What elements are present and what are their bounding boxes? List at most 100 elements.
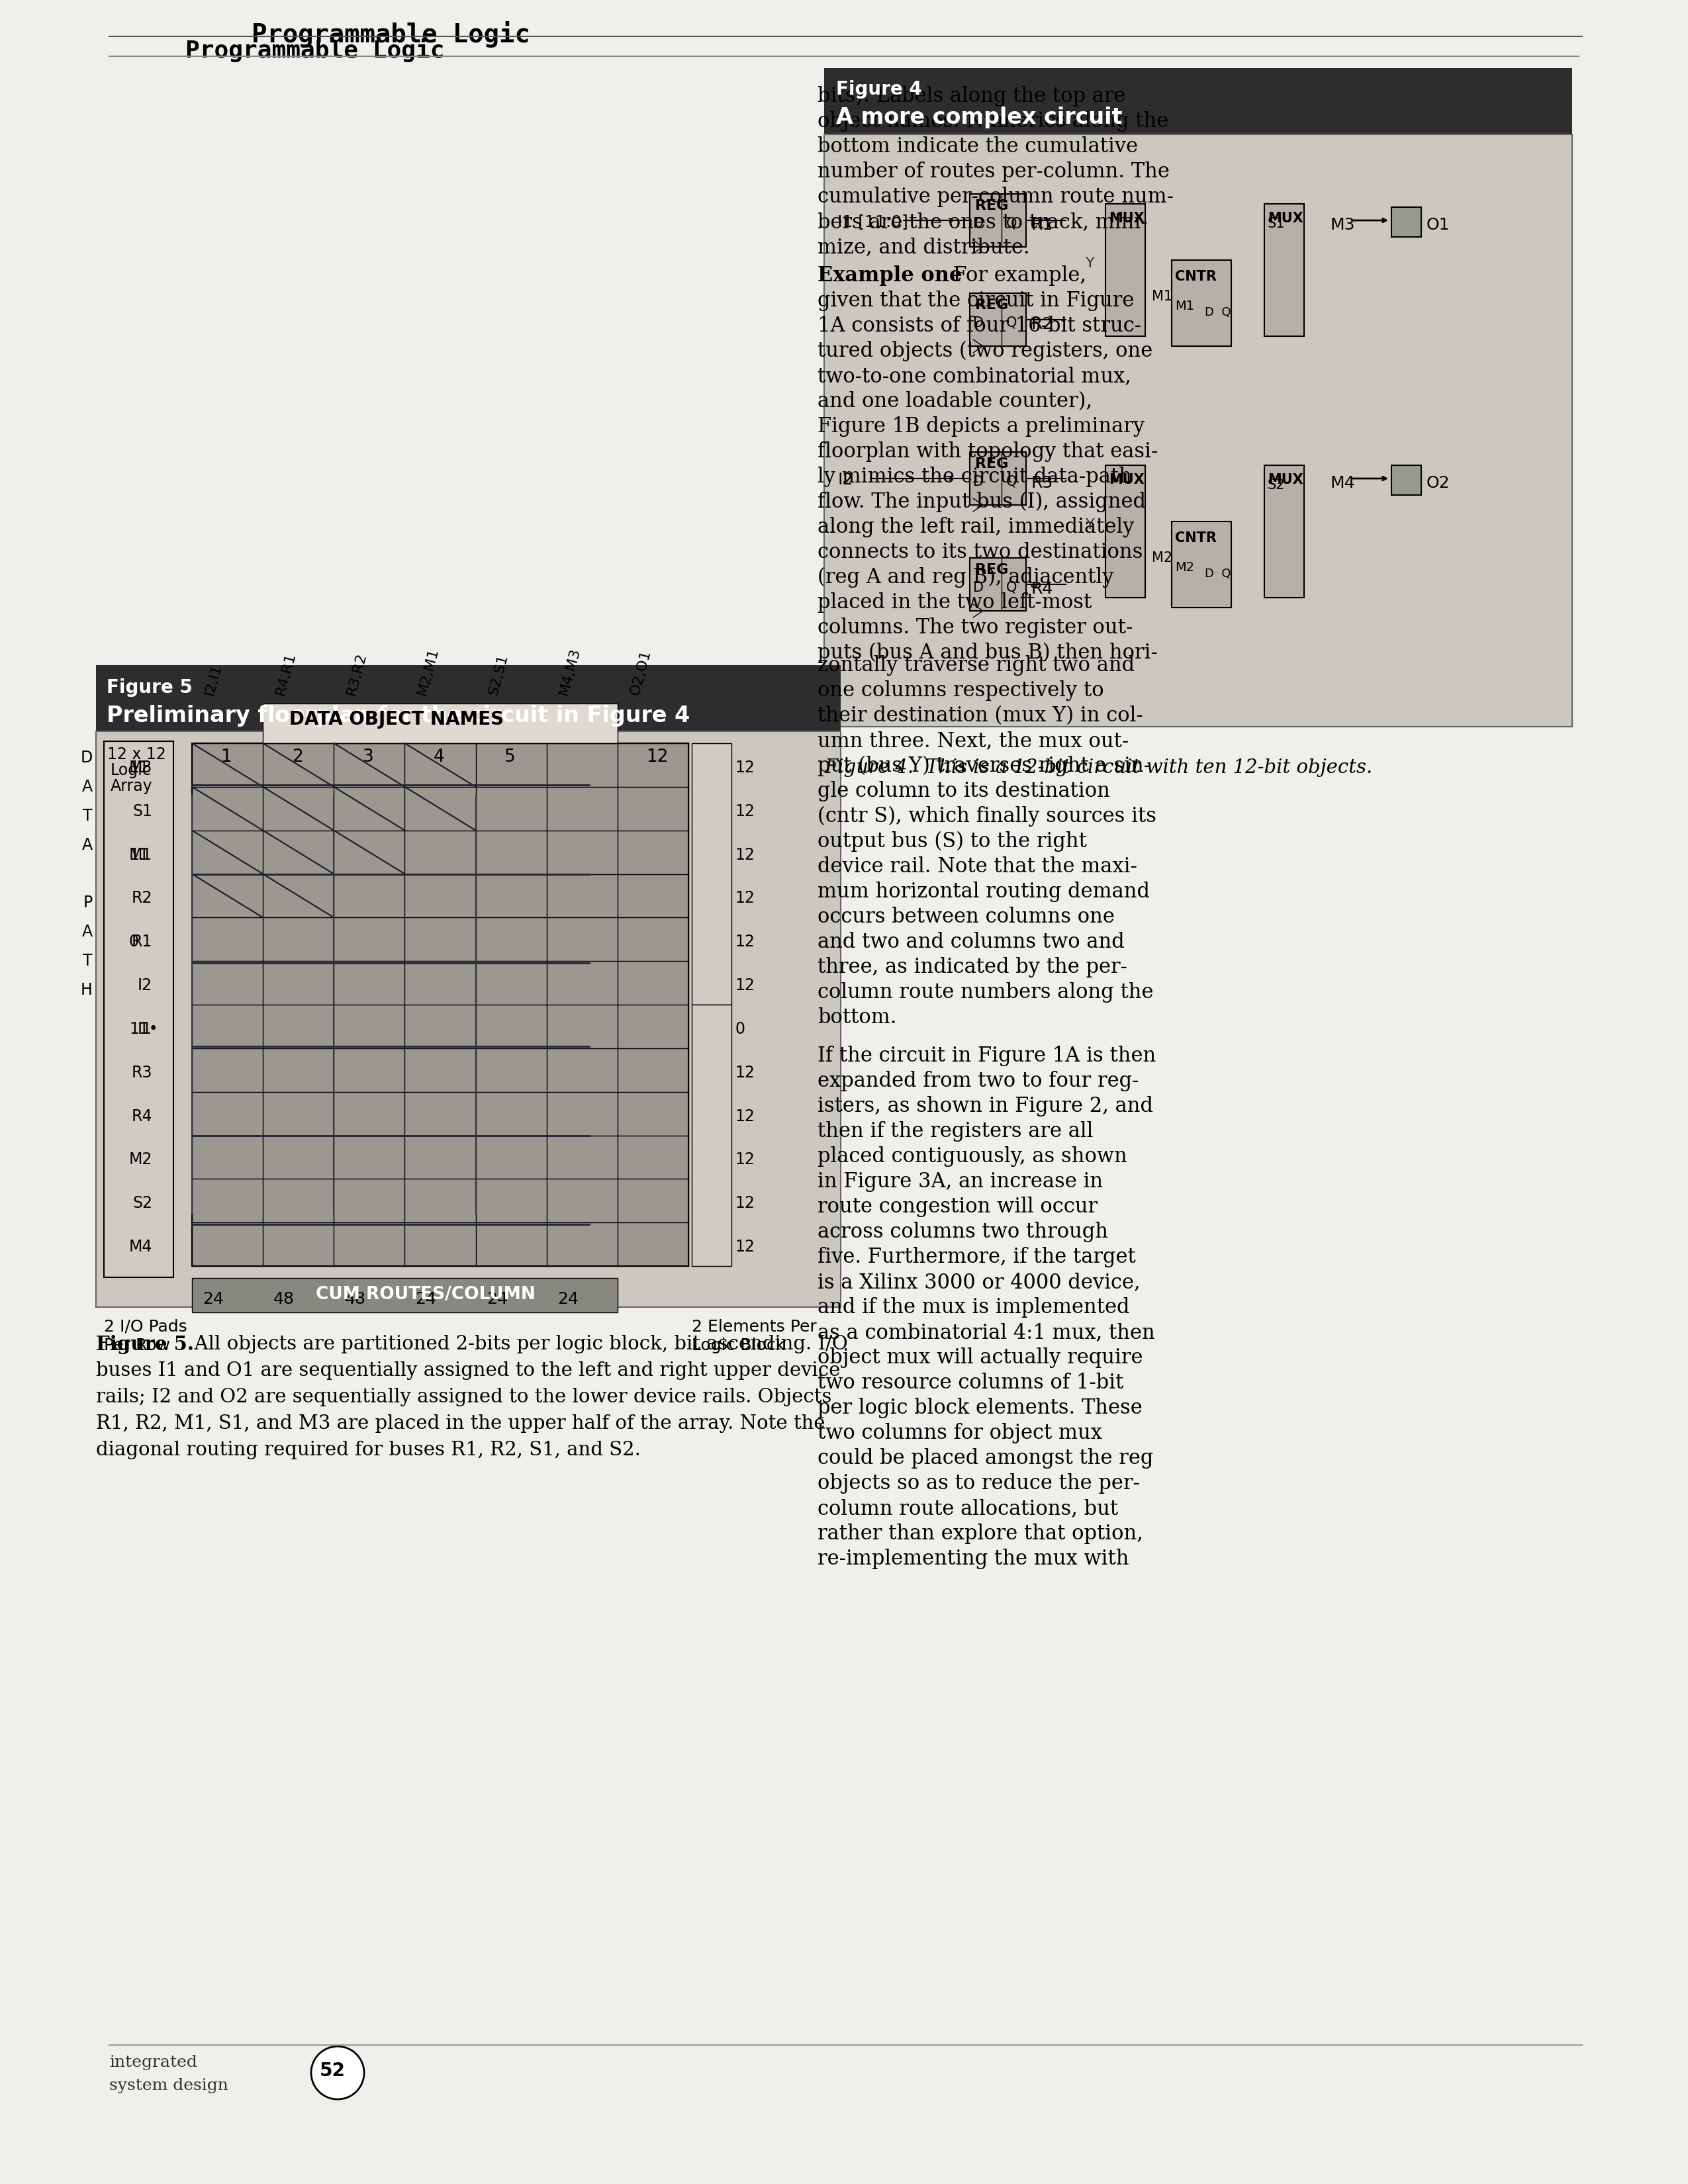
Text: object names. Numerics along the: object names. Numerics along the [817,111,1168,131]
Text: CUM ROUTES/COLUMN: CUM ROUTES/COLUMN [316,1286,535,1304]
Text: All objects are partitioned 2-bits per logic block, bit ascending. I/O: All objects are partitioned 2-bits per l… [182,1334,847,1354]
Text: A more complex circuit: A more complex circuit [836,107,1123,129]
Text: expanded from two to four reg-: expanded from two to four reg- [817,1070,1139,1092]
Text: MUX: MUX [1268,474,1303,487]
Bar [96,732,841,1306]
Text: across columns two through: across columns two through [817,1221,1107,1243]
Text: column route numbers along the: column route numbers along the [817,983,1153,1002]
Text: isters, as shown in Figure 2, and: isters, as shown in Figure 2, and [817,1096,1153,1116]
Text: P: P [83,895,93,911]
Text: along the left rail, immediately: along the left rail, immediately [817,518,1134,537]
Text: 12: 12 [734,1151,755,1168]
Text: (reg A and reg B), adjacently: (reg A and reg B), adjacently [817,568,1114,587]
Text: Figure 1B depicts a preliminary: Figure 1B depicts a preliminary [817,417,1144,437]
Text: system design: system design [110,2079,228,2092]
Text: 12: 12 [734,978,755,994]
Text: and one loadable counter),: and one loadable counter), [817,391,1092,411]
Text: 4: 4 [434,749,444,767]
Text: D  Q: D Q [1205,568,1231,579]
Text: I2: I2 [837,472,852,487]
Text: connects to its two destinations: connects to its two destinations [817,542,1143,563]
Text: R1: R1 [1031,216,1053,234]
Text: For example,: For example, [940,266,1087,286]
Text: zontally traverse right two and: zontally traverse right two and [817,655,1134,675]
Text: M3: M3 [128,760,152,775]
Text: REG: REG [976,456,1008,470]
Text: 12: 12 [734,935,755,950]
Text: 11: 11 [128,847,149,863]
Text: in Figure 3A, an increase in: in Figure 3A, an increase in [817,1171,1102,1192]
Text: mize, and distribute.: mize, and distribute. [817,236,1030,258]
Text: MUX: MUX [1109,474,1144,487]
Text: A: A [83,780,93,795]
Text: columns. The two register out-: columns. The two register out- [817,618,1133,638]
Text: R4: R4 [1031,581,1053,596]
Text: one columns respectively to: one columns respectively to [817,681,1104,701]
Text: 24: 24 [415,1291,437,1306]
Text: I1 [11:0]: I1 [11:0] [837,214,908,229]
Text: M4: M4 [128,1238,152,1256]
Bar [263,703,618,743]
Bar [971,452,1026,505]
Text: placed contiguously, as shown: placed contiguously, as shown [817,1147,1128,1166]
Text: 12: 12 [734,760,755,775]
Text: 1: 1 [221,749,231,767]
Circle shape [311,2046,365,2099]
Text: ly mimics the circuit data-path: ly mimics the circuit data-path [817,467,1133,487]
Text: REG: REG [976,299,1008,312]
Text: Figure 4: Figure 4 [836,81,922,98]
Text: device rail. Note that the maxi-: device rail. Note that the maxi- [817,856,1138,878]
Text: I2: I2 [138,978,152,994]
Text: DATA OBJECT NAMES: DATA OBJECT NAMES [289,710,505,729]
Text: CNTR: CNTR [1175,531,1217,544]
Text: Example one: Example one [817,266,962,286]
Text: M2: M2 [128,1151,152,1168]
Text: 11•: 11• [128,1022,159,1037]
Bar [1106,203,1144,336]
Text: route congestion will occur: route congestion will occur [817,1197,1097,1216]
Text: Y: Y [1085,258,1096,271]
Bar [1171,522,1231,607]
Text: S2: S2 [132,1195,152,1212]
Text: Q: Q [1006,317,1016,330]
Text: Q: Q [1006,476,1016,489]
Text: and two and columns two and: and two and columns two and [817,933,1124,952]
Text: M1: M1 [1175,299,1195,312]
Text: as a combinatorial 4:1 mux, then: as a combinatorial 4:1 mux, then [817,1321,1155,1343]
Text: 12: 12 [734,847,755,863]
Text: object mux will actually require: object mux will actually require [817,1348,1143,1367]
Text: 12: 12 [734,1066,755,1081]
Text: puts (bus A and bus B) then hori-: puts (bus A and bus B) then hori- [817,642,1158,664]
Text: 12: 12 [647,749,668,767]
Text: Q: Q [1006,581,1016,594]
Text: R1: R1 [132,935,152,950]
Text: I2,I1: I2,I1 [203,662,225,697]
Text: Logic: Logic [110,762,152,778]
Text: REG: REG [976,563,1008,577]
Text: floorplan with topology that easi-: floorplan with topology that easi- [817,441,1158,463]
Text: output bus (S) to the right: output bus (S) to the right [817,832,1087,852]
Text: CNTR: CNTR [1175,271,1217,284]
Text: Figure 5.: Figure 5. [96,1334,194,1354]
Text: R3,R2: R3,R2 [344,651,368,697]
Text: gle column to its destination: gle column to its destination [817,782,1111,802]
Text: their destination (mux Y) in col-: their destination (mux Y) in col- [817,705,1143,725]
Text: mum horizontal routing demand: mum horizontal routing demand [817,882,1150,902]
Text: occurs between columns one: occurs between columns one [817,906,1114,928]
Bar [971,194,1026,247]
Text: bottom.: bottom. [817,1007,896,1029]
Text: bottom indicate the cumulative: bottom indicate the cumulative [817,135,1138,157]
Text: tured objects (two registers, one: tured objects (two registers, one [817,341,1153,363]
Text: then if the registers are all: then if the registers are all [817,1120,1094,1142]
Text: A: A [83,924,93,939]
Text: Array: Array [110,778,152,795]
Bar [1106,465,1144,598]
Bar [692,1005,731,1267]
Text: two columns for object mux: two columns for object mux [817,1424,1102,1444]
Text: 0: 0 [128,935,138,950]
Bar [105,740,174,1278]
Text: Programmable Logic: Programmable Logic [186,39,444,61]
Bar [824,68,1572,135]
Text: flow. The input bus (I), assigned: flow. The input bus (I), assigned [817,491,1146,513]
Text: M4: M4 [1330,476,1355,491]
